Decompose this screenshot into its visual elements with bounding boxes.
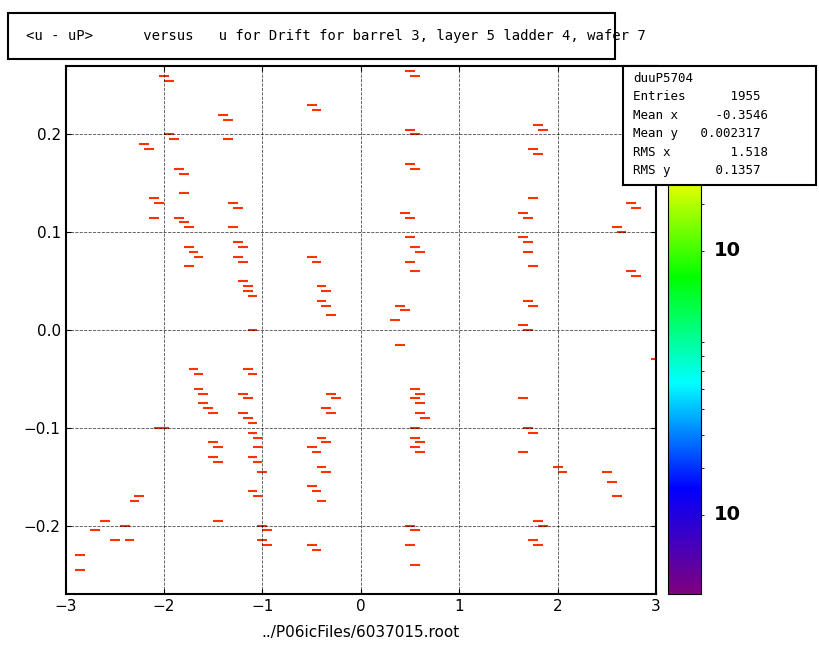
Text: <u - uP>      versus   u for Drift for barrel 3, layer 5 ladder 4, wafer 7: <u - uP> versus u for Drift for barrel 3… xyxy=(26,29,645,44)
Text: 10: 10 xyxy=(713,506,740,524)
Text: Mean x     -0.3546: Mean x -0.3546 xyxy=(632,109,767,121)
Text: Mean y   0.002317: Mean y 0.002317 xyxy=(632,127,759,140)
Text: RMS x        1.518: RMS x 1.518 xyxy=(632,146,767,158)
FancyBboxPatch shape xyxy=(622,66,815,185)
X-axis label: ../P06icFiles/6037015.root: ../P06icFiles/6037015.root xyxy=(261,625,459,640)
Text: RMS y      0.1357: RMS y 0.1357 xyxy=(632,164,759,177)
FancyBboxPatch shape xyxy=(8,13,614,59)
Text: Entries      1955: Entries 1955 xyxy=(632,90,759,104)
Text: 10: 10 xyxy=(713,242,740,260)
Text: duuP5704: duuP5704 xyxy=(632,72,692,85)
